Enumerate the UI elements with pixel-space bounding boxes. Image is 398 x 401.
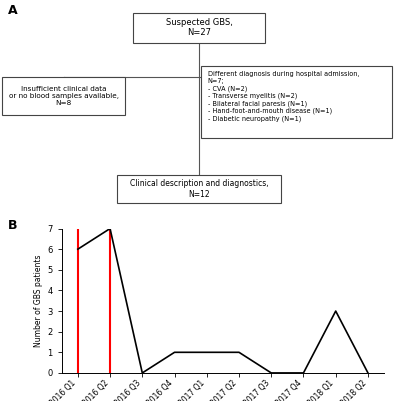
FancyBboxPatch shape — [117, 175, 281, 203]
Text: Different diagnosis during hospital admission,
N=7;
- CVA (N=2)
- Transverse mye: Different diagnosis during hospital admi… — [208, 71, 359, 122]
Y-axis label: Number of GBS patients: Number of GBS patients — [34, 255, 43, 347]
Text: Suspected GBS,
N=27: Suspected GBS, N=27 — [166, 18, 232, 37]
Text: A: A — [8, 4, 18, 17]
FancyBboxPatch shape — [2, 77, 125, 115]
FancyBboxPatch shape — [201, 66, 392, 138]
FancyBboxPatch shape — [133, 13, 265, 43]
Text: Insufficient clinical data
or no blood samples available,
N=8: Insufficient clinical data or no blood s… — [9, 86, 119, 105]
Text: B: B — [8, 219, 18, 231]
Text: Clinical description and diagnostics,
N=12: Clinical description and diagnostics, N=… — [130, 180, 268, 199]
